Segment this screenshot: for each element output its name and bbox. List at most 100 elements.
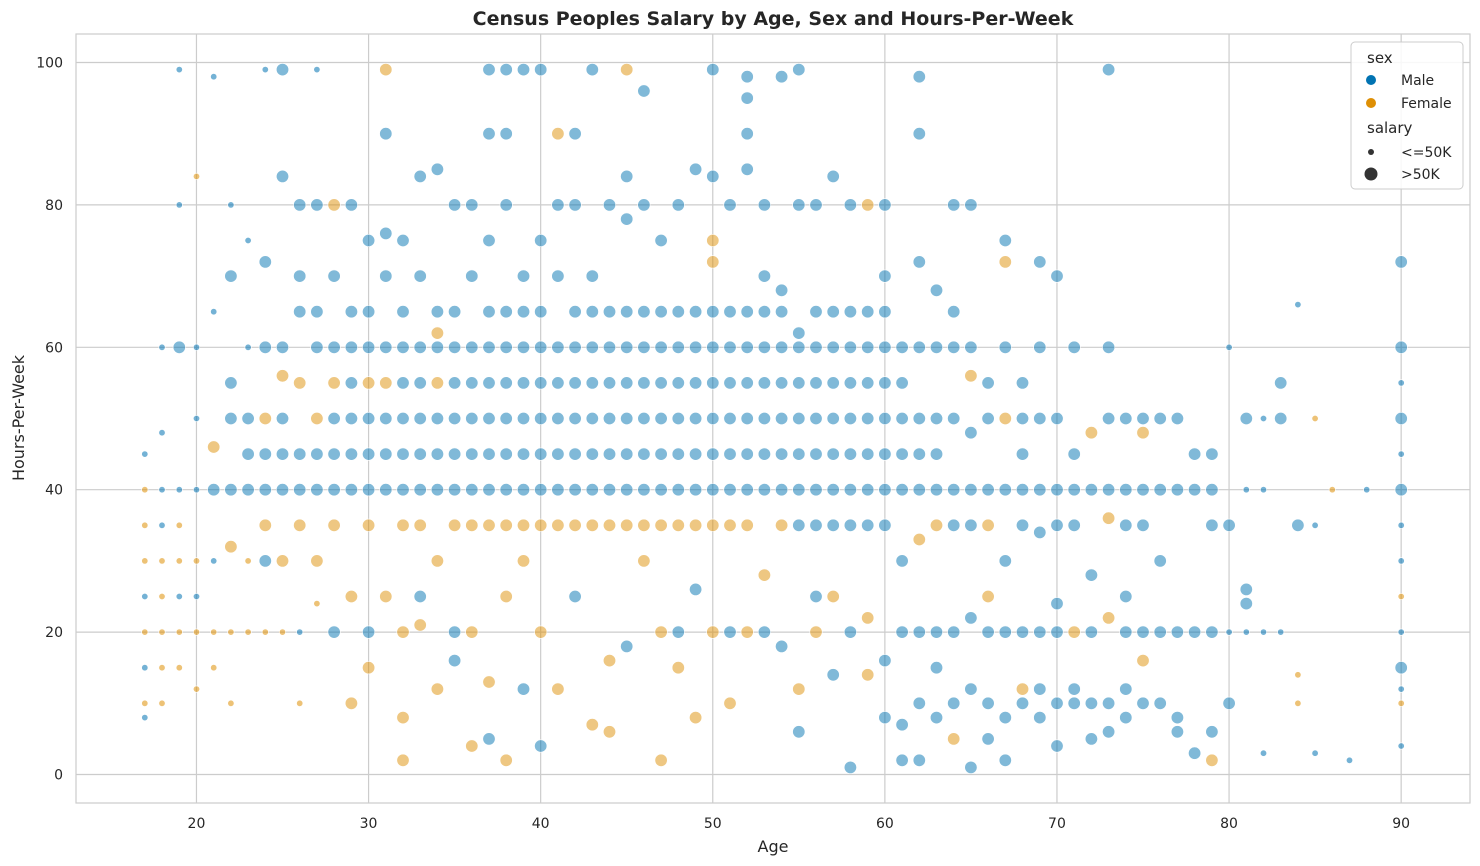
data-point [947, 696, 961, 710]
data-point [430, 554, 444, 568]
x-tick-label: 70 [1048, 816, 1066, 832]
data-point [740, 518, 754, 532]
data-point [1015, 696, 1029, 710]
data-point [465, 340, 479, 354]
data-point [671, 376, 685, 390]
data-point [895, 753, 909, 767]
data-point [1397, 685, 1405, 693]
data-point [275, 169, 289, 183]
data-point [293, 198, 307, 212]
data-point [1188, 625, 1202, 639]
data-point [620, 376, 634, 390]
data-point [258, 447, 272, 461]
data-point [1119, 411, 1133, 425]
data-point [1394, 340, 1408, 354]
data-point [396, 625, 410, 639]
data-point [430, 162, 444, 176]
data-point [792, 198, 806, 212]
data-point [878, 447, 892, 461]
data-point [620, 518, 634, 532]
data-point [362, 661, 376, 675]
data-point [551, 483, 565, 497]
data-point [568, 411, 582, 425]
data-point [775, 518, 789, 532]
data-point [1067, 518, 1081, 532]
data-point [448, 447, 462, 461]
data-point [1033, 411, 1047, 425]
data-point [1294, 671, 1302, 679]
data-point [740, 447, 754, 461]
data-point [947, 483, 961, 497]
data-point [430, 340, 444, 354]
data-point [1153, 411, 1167, 425]
data-point [413, 411, 427, 425]
data-point [964, 682, 978, 696]
data-point [585, 411, 599, 425]
data-point [1239, 582, 1253, 596]
data-point [310, 340, 324, 354]
data-point [413, 483, 427, 497]
data-point [757, 305, 771, 319]
data-point [1260, 628, 1268, 636]
data-point [912, 127, 926, 141]
data-point [224, 540, 238, 554]
data-point [706, 447, 720, 461]
data-point [465, 518, 479, 532]
data-point [430, 326, 444, 340]
data-point [1222, 696, 1236, 710]
data-point [912, 483, 926, 497]
data-point [313, 66, 321, 74]
data-point [1015, 376, 1029, 390]
data-point [1225, 628, 1233, 636]
data-point [448, 654, 462, 668]
data-point [912, 411, 926, 425]
data-point [809, 305, 823, 319]
legend-label-small: <=50K [1401, 145, 1452, 161]
data-point [689, 483, 703, 497]
data-point [620, 411, 634, 425]
data-point [1050, 597, 1064, 611]
data-point [809, 589, 823, 603]
data-point [637, 518, 651, 532]
data-point [310, 198, 324, 212]
data-point [1153, 625, 1167, 639]
data-point [706, 518, 720, 532]
data-point [843, 483, 857, 497]
data-point [379, 269, 393, 283]
data-point [775, 283, 789, 297]
data-point [792, 340, 806, 354]
data-point [534, 483, 548, 497]
data-point [1119, 711, 1133, 725]
data-point [396, 447, 410, 461]
data-point [1050, 483, 1064, 497]
data-point [296, 628, 304, 636]
data-point [998, 625, 1012, 639]
data-point [947, 625, 961, 639]
data-point [258, 340, 272, 354]
data-point [1033, 682, 1047, 696]
data-point [344, 447, 358, 461]
data-point [1084, 625, 1098, 639]
data-point [861, 518, 875, 532]
data-point [981, 625, 995, 639]
data-point [141, 699, 149, 707]
data-point [379, 226, 393, 240]
data-point [261, 628, 269, 636]
data-point [981, 589, 995, 603]
data-point [244, 557, 252, 565]
data-point [998, 255, 1012, 269]
y-tick-label: 100 [36, 55, 63, 71]
data-point [193, 343, 201, 351]
data-point [193, 592, 201, 600]
data-point [1394, 661, 1408, 675]
y-axis-label: Hours-Per-Week [9, 354, 28, 481]
data-point [362, 518, 376, 532]
data-point [413, 340, 427, 354]
data-point [929, 483, 943, 497]
data-point [757, 376, 771, 390]
data-point [809, 483, 823, 497]
data-point [723, 198, 737, 212]
data-point [792, 411, 806, 425]
data-point [296, 699, 304, 707]
data-point [620, 447, 634, 461]
